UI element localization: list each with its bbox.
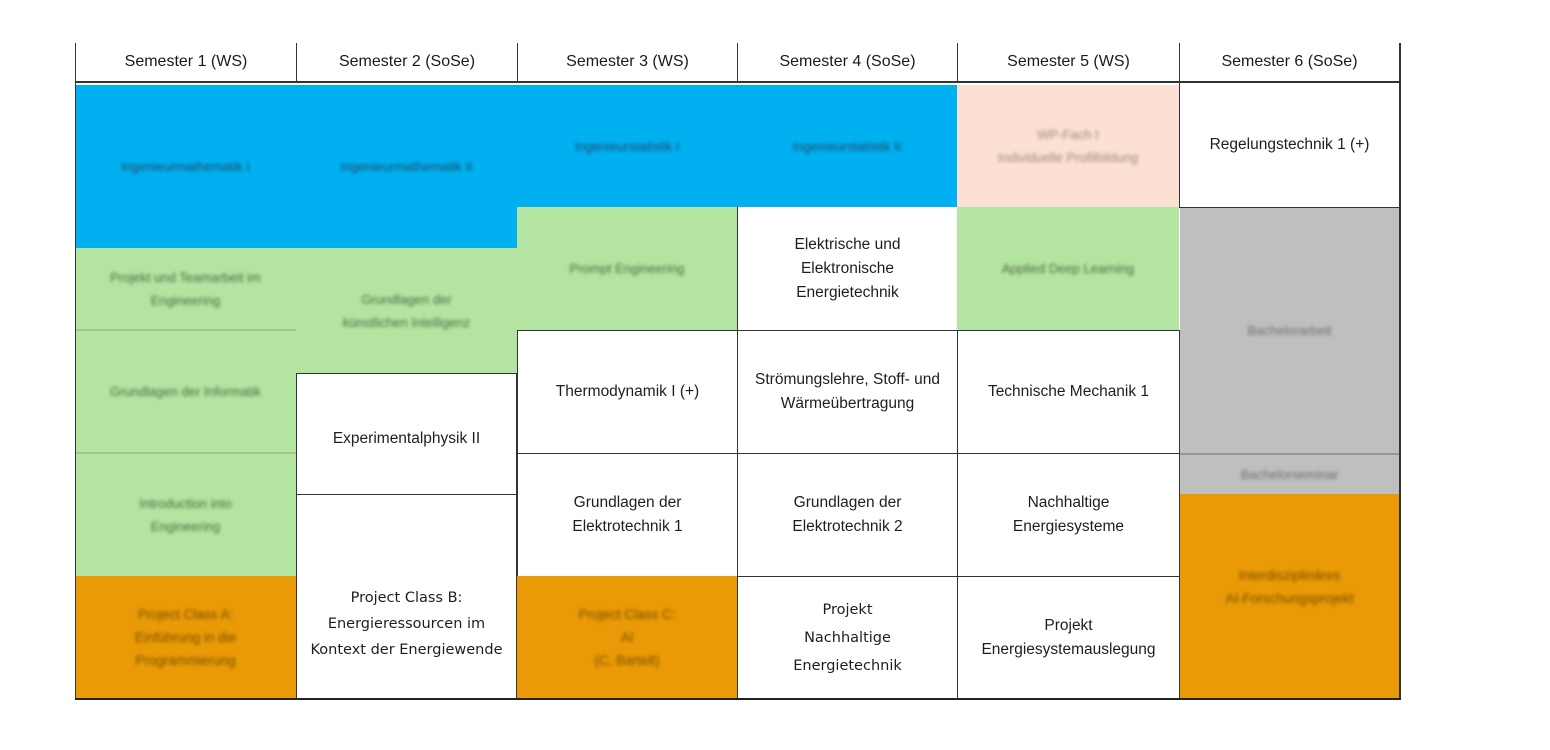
module-elektrotechnik-2: Grundlagen der Elektrotechnik 2	[737, 453, 958, 577]
module-wp-fach-1: WP-Fach I Individuelle Profilbildung	[957, 85, 1179, 207]
module-project-class-a: Project Class A: Einführung in die Progr…	[75, 576, 296, 699]
table-bottom-border	[75, 698, 1401, 700]
module-ingenieurmathematik-2: Ingenieurmathematik II	[296, 85, 517, 248]
table-right-border	[1399, 43, 1401, 700]
table-left-border	[75, 43, 76, 700]
module-grundlagen-ki: Grundlagen der künstlichen Intelligenz	[296, 248, 517, 373]
module-project-class-b: Project Class B: Energieressourcen im Ko…	[296, 494, 517, 700]
header-semester-2: Semester 2 (SoSe)	[296, 43, 517, 83]
header-semester-6: Semester 6 (SoSe)	[1179, 43, 1401, 83]
module-thermodynamik-1: Thermodynamik I (+)	[517, 330, 738, 454]
module-ingenieurmathematik-1: Ingenieurmathematik I	[75, 85, 296, 248]
module-stroemungslehre: Strömungslehre, Stoff- und Wärmeübertrag…	[737, 330, 958, 454]
module-elektrische-energietechnik: Elektrische und Elektronische Energietec…	[737, 207, 958, 331]
module-projekt-teamarbeit: Projekt und Teamarbeit im Engineering	[75, 248, 296, 330]
header-semester-5: Semester 5 (WS)	[957, 43, 1179, 83]
header-semester-4: Semester 4 (SoSe)	[737, 43, 957, 83]
module-projekt-nachhaltige-energietechnik: Projekt Nachhaltige Energietechnik	[737, 576, 958, 700]
module-bachelorarbeit: Bachelorarbeit	[1180, 208, 1399, 453]
module-projekt-energiesystemauslegung: Projekt Energiesystemauslegung	[957, 576, 1180, 700]
header-semester-1: Semester 1 (WS)	[75, 43, 296, 83]
header-semester-3: Semester 3 (WS)	[517, 43, 737, 83]
module-technische-mechanik-1: Technische Mechanik 1	[957, 330, 1180, 454]
module-experimentalphysik-2: Experimentalphysik II	[296, 373, 517, 495]
module-ingenieurstatistik-1: Ingenieurstatistik I	[517, 85, 737, 207]
module-nachhaltige-energiesysteme: Nachhaltige Energiesysteme	[957, 453, 1180, 577]
module-elektrotechnik-1: Grundlagen der Elektrotechnik 1	[517, 453, 738, 577]
module-ingenieurstatistik-2: Ingenieurstatistik II	[737, 85, 957, 207]
row-divider	[75, 452, 296, 454]
module-prompt-engineering: Prompt Engineering	[517, 207, 737, 330]
module-grundlagen-informatik: Grundlagen der Informatik	[75, 330, 296, 453]
module-project-class-c: Project Class C: AI (C. Bartelt)	[517, 576, 737, 699]
row-divider	[75, 329, 296, 331]
module-regelungstechnik-1: Regelungstechnik 1 (+)	[1179, 83, 1401, 208]
module-bachelorseminar: Bachelorseminar	[1180, 453, 1399, 494]
module-ai-forschungsprojekt: Interdisziplinäres AI-Forschungsprojekt	[1180, 494, 1399, 699]
module-applied-deep-learning: Applied Deep Learning	[957, 207, 1179, 330]
module-introduction-engineering: Introduction into Engineering	[75, 453, 296, 576]
